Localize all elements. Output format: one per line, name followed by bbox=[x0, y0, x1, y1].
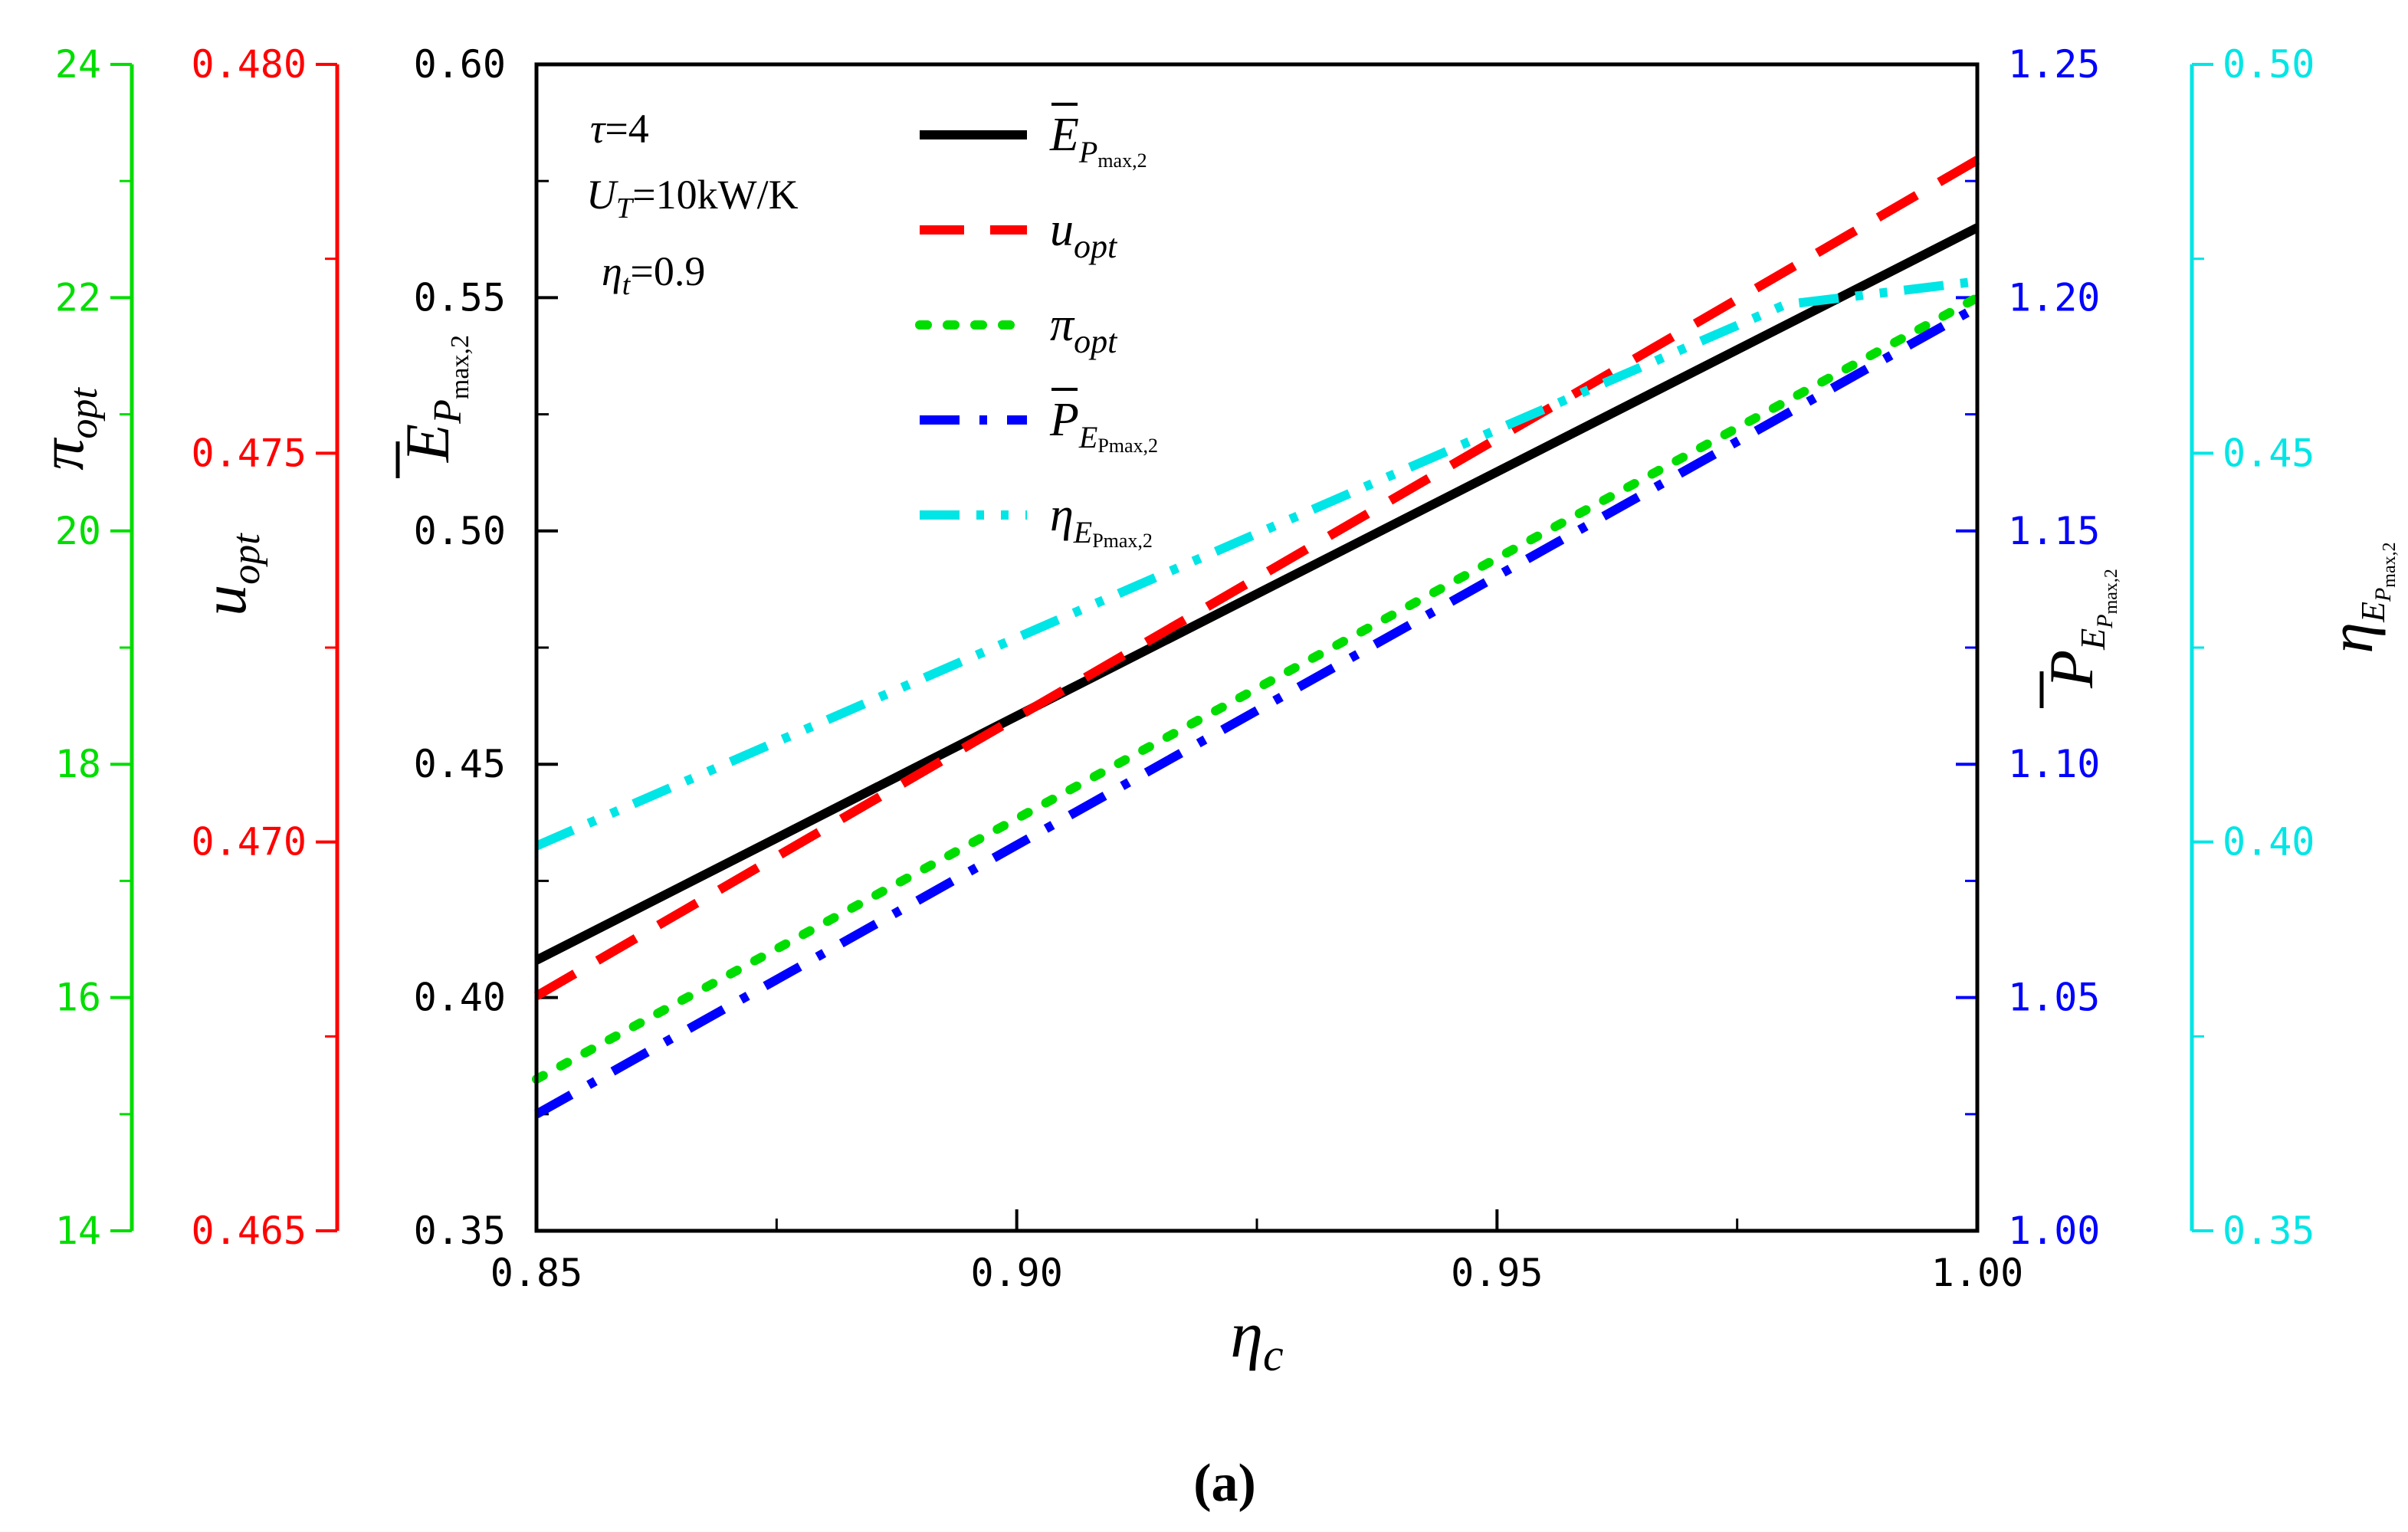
u-tick-label-1: 0.470 bbox=[191, 820, 307, 864]
eta-axis-title: ηEPmax,2 bbox=[2316, 542, 2400, 653]
e-axis-title: EPmax,2 bbox=[392, 335, 474, 478]
P-tick-label-2: 1.10 bbox=[2008, 742, 2100, 786]
eta-tick-label-0: 0.35 bbox=[2223, 1209, 2315, 1253]
eta-tick-label-3: 0.50 bbox=[2223, 42, 2315, 87]
legend-label-eta: ηEPmax,2 bbox=[1050, 489, 1153, 552]
x-tick-label-2: 0.95 bbox=[1451, 1251, 1543, 1295]
legend-label-P: PEPmax,2 bbox=[1049, 394, 1158, 457]
pi-tick-label-0: 14 bbox=[55, 1209, 101, 1253]
u-axis: 0.465 0.470 0.475 0.480 bbox=[191, 42, 340, 1253]
legend-entry-E: EPmax,2 bbox=[920, 103, 1147, 172]
P-tick-label-0: 1.00 bbox=[2008, 1209, 2100, 1253]
annotations: τ=4 UT=10kW/K ηt=0.9 bbox=[586, 106, 799, 301]
series-line-eta bbox=[534, 277, 1978, 851]
E-tick-label-3: 0.50 bbox=[414, 509, 506, 553]
P-tick-label-1: 1.05 bbox=[2008, 976, 2100, 1020]
P-tick-label-4: 1.20 bbox=[2008, 275, 2100, 320]
plot-frame bbox=[534, 62, 1980, 1233]
annotation-ut: UT=10kW/K bbox=[586, 172, 799, 225]
legend-label-pi: πopt bbox=[1050, 299, 1118, 360]
x-tick-label-3: 1.00 bbox=[1931, 1251, 2023, 1295]
legend-entry-u: uopt bbox=[920, 204, 1118, 265]
E-tick-label-1: 0.40 bbox=[414, 976, 506, 1020]
legend: EPmax,2 uopt πopt PEPmax,2 ηEPmax,2 bbox=[915, 103, 1158, 552]
eta-axis: 0.35 0.40 0.45 0.50 bbox=[2190, 42, 2315, 1253]
pi-tick-label-3: 20 bbox=[55, 509, 101, 553]
series-line-P bbox=[534, 303, 1980, 1119]
subfigure-label: (a) bbox=[1193, 1454, 1256, 1513]
u-tick-label-2: 0.475 bbox=[191, 431, 307, 475]
u-axis-title: uopt bbox=[189, 533, 268, 616]
legend-entry-eta: ηEPmax,2 bbox=[920, 489, 1153, 552]
E-tick-label-5: 0.60 bbox=[414, 42, 506, 87]
eta-tick-label-2: 0.45 bbox=[2223, 431, 2315, 475]
legend-label-u: uopt bbox=[1050, 204, 1118, 265]
axes-layer: 0.85 0.90 0.95 1.00 0.35 0.40 0.45 0.50 0.55 0.60… bbox=[55, 42, 2315, 1295]
u-tick-label-0: 0.465 bbox=[191, 1209, 307, 1253]
pi-tick-label-4: 22 bbox=[55, 275, 101, 320]
pi-tick-label-5: 24 bbox=[55, 42, 101, 87]
x-tick-label-0: 0.85 bbox=[490, 1251, 582, 1295]
legend-label-E: EPmax,2 bbox=[1049, 109, 1147, 172]
p-axis-title: PEPmax,2 bbox=[2036, 569, 2121, 708]
p-axis-label: PEPmax,2 bbox=[2036, 569, 2121, 689]
series-line-E bbox=[534, 223, 1980, 965]
e-axis-label: EPmax,2 bbox=[392, 335, 474, 463]
eta-axis-label: ηEPmax,2 bbox=[2316, 542, 2400, 653]
eta-tick-label-1: 0.40 bbox=[2223, 820, 2315, 864]
legend-entry-P: PEPmax,2 bbox=[920, 388, 1158, 457]
pi-axis: 14 16 18 20 22 24 bbox=[55, 42, 134, 1253]
u-axis-label: uopt bbox=[189, 533, 268, 616]
annotation-eta-t: ηt=0.9 bbox=[602, 248, 705, 301]
E-tick-label-0: 0.35 bbox=[414, 1209, 506, 1253]
u-tick-label-3: 0.480 bbox=[191, 42, 307, 87]
E-tick-label-2: 0.45 bbox=[414, 742, 506, 786]
E-tick-label-4: 0.55 bbox=[414, 275, 506, 320]
legend-entry-pi: πopt bbox=[915, 299, 1118, 360]
pi-tick-label-2: 18 bbox=[55, 742, 101, 786]
series-line-pi bbox=[532, 293, 1982, 1084]
annotation-tau: τ=4 bbox=[590, 106, 649, 152]
pi-tick-label-1: 16 bbox=[55, 976, 101, 1020]
P-tick-label-3: 1.15 bbox=[2008, 509, 2100, 553]
series-layer bbox=[532, 156, 1982, 1119]
P-tick-label-5: 1.25 bbox=[2008, 42, 2100, 87]
x-tick-label-1: 0.90 bbox=[970, 1251, 1062, 1295]
